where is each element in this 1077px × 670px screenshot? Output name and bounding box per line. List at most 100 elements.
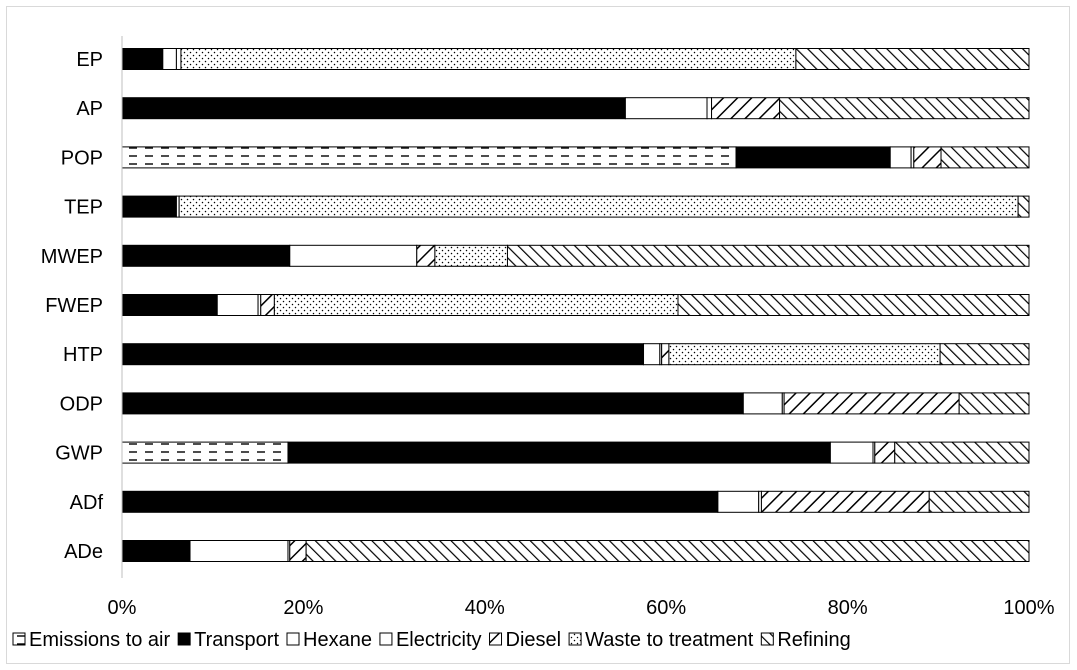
category-label: AP <box>76 98 103 120</box>
bar-fwep <box>121 294 1030 316</box>
legend-item-transport: Transport <box>177 629 279 651</box>
bar-segment-ap-hexane <box>624 97 708 120</box>
bar-segment-mwep-transport <box>121 244 291 267</box>
bar-segment-ap-electricity <box>706 97 713 120</box>
bar-gwp <box>121 441 1030 464</box>
category-label: ODP <box>60 393 103 415</box>
bar-ap <box>121 97 1030 120</box>
bar-segment-fwep-waste-to-treatment <box>273 294 679 316</box>
bar-segment-ade-transport <box>121 540 191 562</box>
bar-segment-tep-transport <box>121 195 177 218</box>
x-tick-label: 20% <box>283 597 323 619</box>
bar-segment-mwep-diesel <box>416 244 436 267</box>
bar-ep <box>121 48 1030 70</box>
bar-segment-htp-refining <box>939 343 1030 366</box>
bar-segment-ap-diesel <box>711 97 781 120</box>
bar-segment-fwep-refining <box>677 294 1030 316</box>
chart-frame <box>6 6 1070 664</box>
legend-label: Refining <box>777 629 850 651</box>
legend: Emissions to air Transport Hexane Electrici… <box>12 629 851 651</box>
bar-segment-adf-diesel <box>760 490 930 513</box>
bar-segment-fwep-hexane <box>216 294 259 316</box>
bar-segment-mwep-refining <box>506 244 1030 267</box>
legend-item-hexane: Hexane <box>286 629 372 651</box>
bar-segment-gwp-emissions-to-air <box>121 441 289 464</box>
bar-segment-ade-hexane <box>189 540 289 562</box>
category-label: FWEP <box>45 295 103 317</box>
bar-mwep <box>121 244 1030 267</box>
bar-segment-ep-hexane <box>162 48 177 70</box>
bar-segment-pop-refining <box>940 146 1030 169</box>
legend-swatch <box>489 632 503 646</box>
category-label: TEP <box>64 197 103 219</box>
bar-tep <box>121 195 1030 218</box>
legend-swatch <box>177 632 191 646</box>
bar-pop <box>121 146 1030 169</box>
category-label: GWP <box>55 443 103 465</box>
bar-segment-mwep-waste-to-treatment <box>434 244 508 267</box>
bar-segment-gwp-diesel <box>874 441 896 464</box>
x-tick-label: 100% <box>1003 597 1054 619</box>
bar-htp <box>121 343 1030 366</box>
legend-label: Transport <box>194 629 279 651</box>
legend-label: Hexane <box>303 629 372 651</box>
bar-segment-adf-hexane <box>717 490 760 513</box>
bar-segment-ade-refining <box>305 540 1030 562</box>
legend-label: Waste to treatment <box>585 629 754 651</box>
bar-segment-ep-waste-to-treatment <box>180 48 797 70</box>
bar-segment-tep-waste-to-treatment <box>178 195 1019 218</box>
legend-swatch <box>379 632 393 646</box>
bar-segment-htp-hexane <box>643 343 661 366</box>
legend-label: Electricity <box>396 629 482 651</box>
bar-segment-ep-refining <box>795 48 1030 70</box>
category-label: HTP <box>63 344 103 366</box>
x-tick-label: 60% <box>646 597 686 619</box>
category-label: EP <box>76 49 103 71</box>
bar-ade <box>121 540 1030 562</box>
bar-adf <box>121 490 1030 513</box>
bar-segment-odp-hexane <box>742 392 783 415</box>
legend-item-diesel: Diesel <box>489 629 562 651</box>
bar-segment-htp-transport <box>121 343 645 366</box>
x-tick-label: 80% <box>828 597 868 619</box>
category-label: POP <box>61 147 103 169</box>
bar-segment-htp-diesel <box>661 343 670 366</box>
bar-segment-gwp-refining <box>894 441 1030 464</box>
category-label: MWEP <box>41 246 103 268</box>
plot-area: EP AP POP TEP MWEP FWEP HTP ODP GWP ADf ADe 0% 20% 40… <box>41 36 1055 619</box>
x-tick-label: 40% <box>465 597 505 619</box>
bar-odp <box>121 392 1030 415</box>
bar-segment-pop-emissions-to-air <box>121 146 737 169</box>
legend-swatch <box>760 632 774 646</box>
bar-segment-pop-diesel <box>913 146 942 169</box>
bar-segment-tep-refining <box>1017 195 1030 218</box>
x-tick-label: 0% <box>108 597 137 619</box>
bar-segment-ep-transport <box>121 48 164 70</box>
bar-segment-ap-refining <box>779 97 1030 120</box>
legend-label: Emissions to air <box>29 629 170 651</box>
bar-segment-fwep-transport <box>121 294 218 316</box>
bar-segment-odp-transport <box>121 392 744 415</box>
legend-item-emissions-to-air: Emissions to air <box>12 629 170 651</box>
bar-segment-odp-diesel <box>783 392 960 415</box>
bar-segment-ep-electricity <box>175 48 182 70</box>
bar-segment-ade-diesel <box>289 540 307 562</box>
legend-label: Diesel <box>506 629 562 651</box>
bar-segment-htp-waste-to-treatment <box>668 343 941 366</box>
bar-segment-pop-transport <box>735 146 891 169</box>
legend-item-waste-to-treatment: Waste to treatment <box>568 629 754 651</box>
bar-segment-fwep-diesel <box>260 294 275 316</box>
bar-segment-ap-transport <box>121 97 626 120</box>
bar-segment-mwep-hexane <box>289 244 418 267</box>
legend-item-refining: Refining <box>760 629 851 651</box>
bar-segment-adf-transport <box>121 490 719 513</box>
legend-item-electricity: Electricity <box>379 629 482 651</box>
bar-segment-adf-refining <box>928 490 1030 513</box>
category-label: ADf <box>70 492 104 514</box>
bar-segment-pop-hexane <box>889 146 912 169</box>
category-label: ADe <box>64 541 103 563</box>
legend-swatch <box>568 632 582 646</box>
bar-segment-gwp-transport <box>287 441 831 464</box>
bar-segment-odp-refining <box>958 392 1030 415</box>
